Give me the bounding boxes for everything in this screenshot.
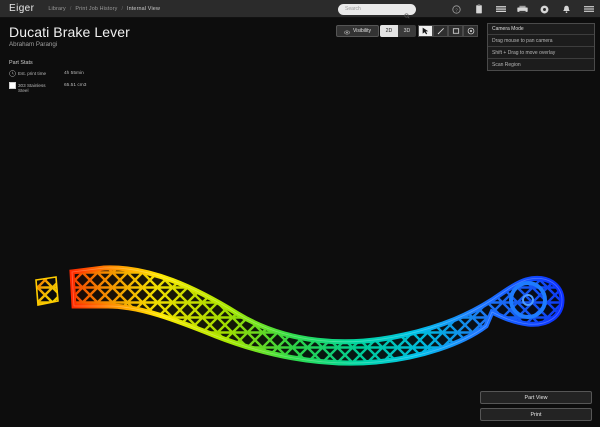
mode-3d-button[interactable]: 3D	[398, 25, 416, 37]
list-icon[interactable]	[495, 4, 506, 15]
target-tool-button[interactable]	[463, 25, 478, 37]
tool-group	[418, 25, 478, 37]
help-icon[interactable]: ?	[451, 4, 462, 15]
eye-icon	[344, 22, 350, 40]
measure-tool-button[interactable]	[433, 25, 448, 37]
page-title: Ducati Brake Lever	[9, 24, 130, 40]
pivot-hole	[522, 294, 534, 306]
visibility-button[interactable]: Visibility	[336, 25, 379, 37]
stat-row-material: 303 Stainless Steel 65.51 cm3	[6, 81, 126, 94]
breadcrumb: Library / Print Job History / Internal V…	[48, 6, 160, 12]
part-stats-heading: Part Stats	[9, 60, 33, 66]
bell-icon[interactable]	[561, 4, 572, 15]
part-author: Abraham Parangi	[9, 41, 58, 48]
printer-icon[interactable]	[517, 4, 528, 15]
app-logo[interactable]: Eiger	[9, 3, 35, 14]
dimension-toggle: 2D 3D	[380, 25, 416, 37]
visibility-label: Visibility	[353, 28, 371, 34]
part-stats-list: Est. print time 4h 55min 303 Stainless S…	[6, 69, 126, 93]
record-icon[interactable]	[539, 4, 550, 15]
search-icon	[404, 6, 410, 24]
pan-tool-button[interactable]	[418, 25, 433, 37]
camera-hint-overlay: Shift + Drag to move overlay	[488, 47, 594, 59]
detached-fragment	[35, 276, 59, 306]
camera-hint-pan: Drag mouse to pan camera	[488, 35, 594, 47]
clock-icon	[6, 69, 18, 77]
material-swatch-icon	[6, 81, 18, 89]
scan-region-button[interactable]: Scan Region	[492, 61, 521, 68]
breadcrumb-separator: /	[121, 5, 123, 12]
camera-mode-panel: Camera Mode Drag mouse to pan camera Shi…	[487, 23, 595, 71]
search-input[interactable]	[345, 6, 399, 12]
clipboard-icon[interactable]	[473, 4, 484, 15]
top-navigation-bar: Eiger Library / Print Job History / Inte…	[0, 0, 600, 19]
model-viewport[interactable]	[0, 100, 600, 385]
menu-icon[interactable]	[583, 4, 594, 15]
stat-label: 303 Stainless Steel	[18, 83, 46, 94]
stat-value: 4h 55min	[64, 71, 84, 76]
part-view-button[interactable]: Part View	[480, 391, 592, 404]
bottom-button-group: Part View Print	[480, 391, 592, 421]
mode-2d-button[interactable]: 2D	[380, 25, 398, 37]
breadcrumb-item-library[interactable]: Library	[48, 5, 66, 12]
stat-value: 65.51 cm3	[64, 83, 87, 88]
svg-text:?: ?	[455, 7, 458, 12]
topbar-icon-group: ?	[451, 0, 594, 18]
breadcrumb-item-print-job-history[interactable]: Print Job History	[75, 5, 118, 12]
stat-label: Est. print time	[18, 71, 47, 76]
breadcrumb-item-internal-view[interactable]: Internal View	[126, 5, 160, 12]
search-box[interactable]	[338, 3, 416, 19]
camera-mode-title: Camera Mode	[488, 24, 594, 35]
pivot-boss	[509, 281, 547, 319]
breadcrumb-separator: /	[69, 5, 72, 12]
print-button[interactable]: Print	[480, 408, 592, 421]
stat-row-print-time: Est. print time 4h 55min	[6, 69, 126, 80]
rectangle-tool-button[interactable]	[448, 25, 463, 37]
brake-lever-model[interactable]	[0, 100, 600, 385]
